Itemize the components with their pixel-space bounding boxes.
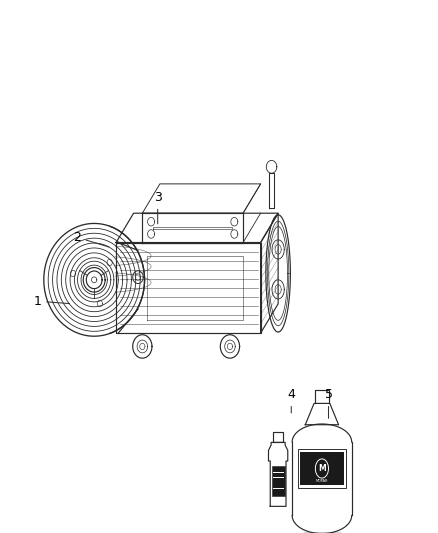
Text: 1: 1 bbox=[33, 295, 70, 308]
Text: 5: 5 bbox=[325, 388, 332, 418]
Text: 2: 2 bbox=[73, 231, 109, 247]
FancyBboxPatch shape bbox=[298, 449, 346, 488]
Bar bbox=[300, 452, 343, 485]
Text: 4: 4 bbox=[287, 388, 295, 413]
Text: 3: 3 bbox=[154, 191, 162, 224]
Text: M: M bbox=[318, 464, 326, 473]
Bar bbox=[272, 466, 285, 496]
Text: MOPAR: MOPAR bbox=[316, 479, 328, 483]
